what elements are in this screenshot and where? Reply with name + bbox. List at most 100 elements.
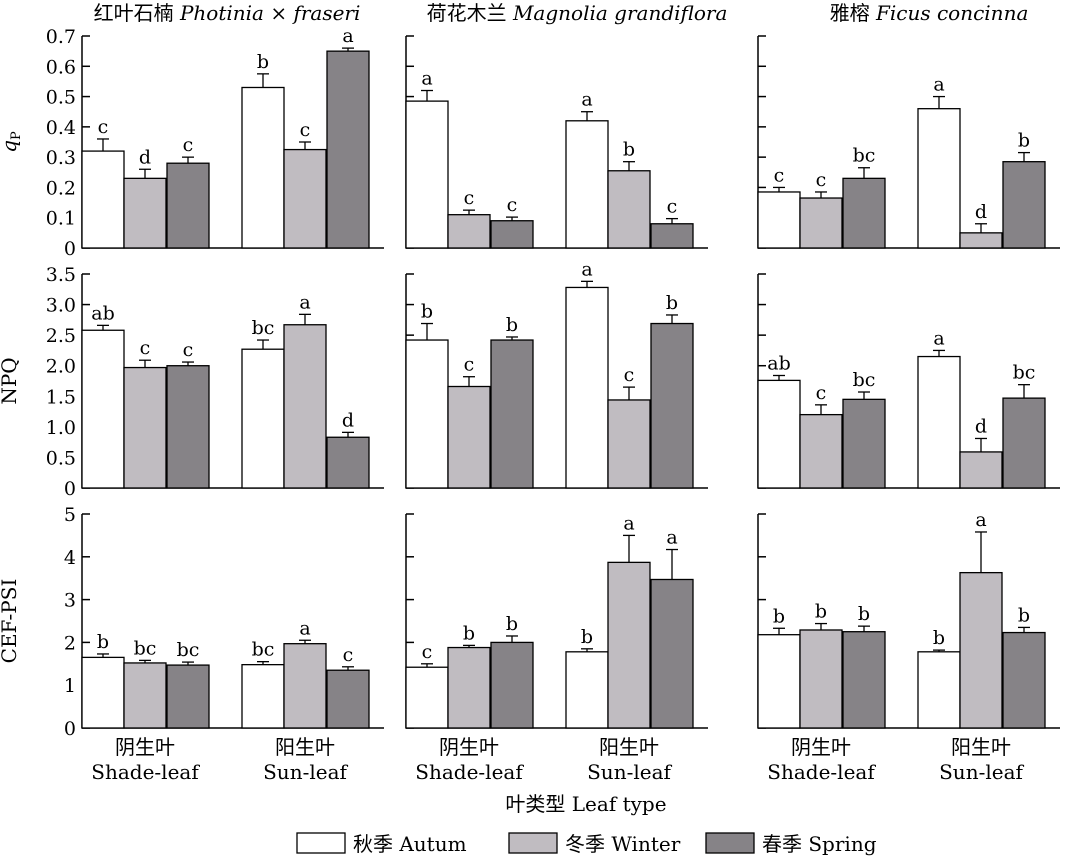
significance-letter: c	[343, 644, 354, 666]
bar	[917, 108, 961, 249]
bar	[447, 646, 491, 729]
legend-item: 秋季 Autum	[296, 832, 467, 856]
bar	[447, 214, 491, 249]
bar	[842, 177, 886, 249]
y-axis-label: NPQ	[0, 357, 21, 404]
y-tick-label: 0.7	[46, 26, 76, 48]
significance-letter: ab	[91, 302, 115, 324]
bar	[917, 651, 961, 729]
significance-letter: c	[507, 194, 518, 216]
panel: b c b a c b	[405, 258, 708, 489]
bar	[490, 220, 534, 249]
species-title-cn: 荷花木兰	[427, 1, 513, 25]
x-axis-title: 叶类型 Leaf type	[505, 792, 666, 816]
legend-item: 冬季 Winter	[508, 832, 681, 856]
x-category-label-en: Sun-leaf	[263, 760, 348, 784]
legend-label: 冬季 Winter	[565, 832, 681, 856]
x-category-label-en: Shade-leaf	[91, 760, 200, 784]
significance-letter: c	[667, 196, 678, 218]
bar	[123, 662, 167, 729]
y-tick-label: 2.5	[46, 325, 76, 347]
significance-letter: a	[299, 291, 310, 313]
significance-letter: a	[933, 327, 944, 349]
bar	[283, 324, 327, 489]
significance-letter: c	[464, 354, 475, 376]
panel: ab c bc a d bc	[757, 273, 1060, 489]
y-tick-label: 1.0	[46, 417, 76, 439]
species-title-latin: Photinia × fraseri	[179, 1, 360, 25]
significance-letter: c	[183, 339, 194, 361]
significance-letter: a	[975, 509, 986, 531]
bar	[241, 664, 285, 729]
y-tick-label: 3.5	[46, 264, 76, 286]
species-title: 荷花木兰 Magnolia grandiflora	[427, 1, 728, 25]
bar	[81, 656, 125, 729]
significance-letter: b	[623, 139, 635, 161]
significance-letter: c	[183, 134, 194, 156]
bar	[283, 643, 327, 729]
significance-letter: b	[815, 601, 827, 623]
significance-letter: b	[933, 627, 945, 649]
x-category-label-cn: 阳生叶	[275, 735, 335, 759]
significance-letter: bc	[177, 639, 200, 661]
bar	[650, 578, 694, 729]
significance-letter: c	[816, 169, 827, 191]
y-tick-label: 0.1	[46, 208, 76, 230]
bar	[81, 329, 125, 489]
significance-letter: c	[300, 119, 311, 141]
significance-letter: bc	[252, 639, 275, 661]
significance-letter: b	[257, 51, 269, 73]
panel: a c c a b c	[405, 35, 708, 249]
significance-letter: c	[422, 641, 433, 663]
bar	[123, 366, 167, 489]
significance-letter: b	[773, 605, 785, 627]
bar	[166, 664, 210, 729]
bar	[959, 451, 1003, 489]
bar	[326, 436, 370, 489]
x-category-label-en: Sun-leaf	[587, 760, 672, 784]
y-axis-label-subscript: P	[9, 131, 24, 140]
significance-letter: c	[464, 187, 475, 209]
x-category-label-cn: 阴生叶	[115, 735, 175, 759]
species-title: 红叶石楠 Photinia × fraseri	[94, 1, 361, 25]
panel: c c bc a d b	[757, 35, 1060, 249]
bar	[166, 162, 210, 249]
y-tick-label: 3	[64, 590, 76, 612]
bar	[565, 651, 609, 729]
significance-letter: a	[581, 258, 592, 280]
bar	[490, 339, 534, 489]
legend-swatch	[296, 832, 346, 854]
y-tick-label: 1.5	[46, 386, 76, 408]
x-category-label-cn: 阴生叶	[791, 735, 851, 759]
significance-letter: a	[421, 68, 432, 90]
significance-letter: bc	[853, 369, 876, 391]
significance-letter: bc	[252, 317, 275, 339]
y-tick-label: 0.3	[46, 147, 76, 169]
legend-swatch	[508, 832, 558, 854]
bar	[241, 86, 285, 249]
y-axis-label: qP	[0, 131, 24, 153]
x-category-label-en: Shade-leaf	[767, 760, 876, 784]
y-tick-label: 0.6	[46, 56, 76, 78]
bar	[757, 379, 801, 489]
bar	[757, 634, 801, 729]
significance-letter: b	[858, 603, 870, 625]
y-axis-label: CEF-PSI	[0, 579, 21, 664]
y-tick-label: 0	[64, 478, 76, 500]
significance-letter: b	[97, 631, 109, 653]
species-title-latin: Magnolia grandiflora	[512, 1, 727, 25]
bar	[405, 666, 449, 729]
bar	[241, 348, 285, 489]
significance-letter: a	[342, 25, 353, 47]
x-category-label-cn: 阴生叶	[439, 735, 499, 759]
significance-letter: a	[581, 89, 592, 111]
bar	[565, 120, 609, 249]
bar	[166, 365, 210, 489]
species-title-cn: 雅榕	[830, 1, 876, 25]
bar	[757, 191, 801, 249]
species-title-latin: Ficus concinna	[875, 1, 1028, 25]
